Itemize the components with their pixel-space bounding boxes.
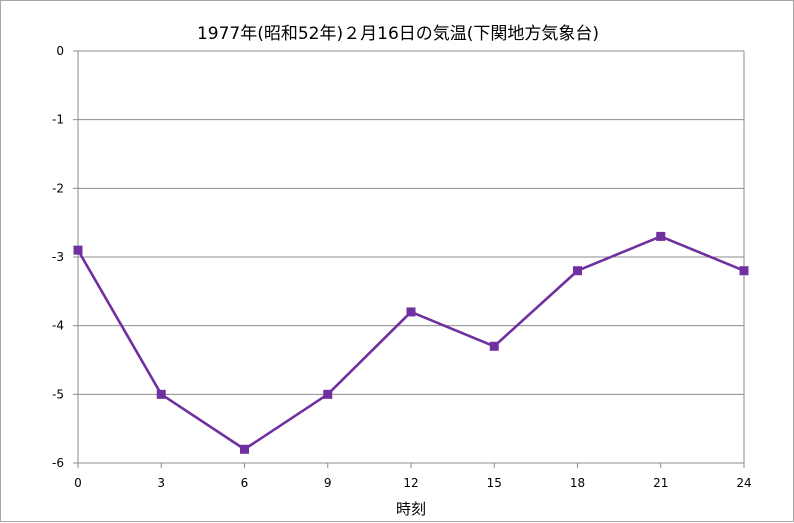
series-line [76, 235, 745, 451]
data-point-marker [73, 245, 83, 255]
data-point-marker [406, 307, 416, 317]
x-tick-label: 18 [570, 476, 585, 490]
x-tick-label: 12 [403, 476, 418, 490]
data-point-marker [573, 266, 582, 276]
data-point-marker [489, 341, 499, 351]
x-tick-label: 9 [324, 476, 332, 490]
y-tick-label: -3 [52, 250, 64, 264]
gridlines [78, 50, 744, 395]
data-point-marker [156, 389, 166, 399]
x-tick-label: 6 [241, 476, 249, 490]
axes [73, 50, 745, 468]
y-tick-label: -5 [52, 387, 64, 401]
y-tick-labels: 0 -1 -2 -3 -4 -5 -6 [52, 44, 64, 470]
y-tick-label: -1 [52, 113, 64, 127]
series [73, 231, 749, 454]
x-tick-label: 15 [487, 476, 502, 490]
data-point-marker [240, 444, 249, 454]
data-point-marker [656, 231, 666, 241]
data-point-marker [323, 389, 333, 399]
x-tick-label: 0 [74, 476, 82, 490]
x-tick-label: 21 [653, 476, 668, 490]
y-tick-label: -6 [52, 456, 64, 470]
y-tick-label: -2 [52, 181, 64, 195]
data-point-marker [739, 266, 749, 276]
x-axis-label: 時刻 [396, 500, 426, 518]
y-tick-label: -4 [52, 319, 64, 333]
chart-title: 1977年(昭和52年)２月16日の気温(下関地方気象台) [197, 24, 599, 44]
x-tick-label: 3 [157, 476, 165, 490]
y-tick-label: 0 [56, 44, 64, 58]
x-tick-labels: 0 3 6 9 12 15 18 21 24 [74, 476, 751, 490]
x-tick-label: 24 [736, 476, 751, 490]
